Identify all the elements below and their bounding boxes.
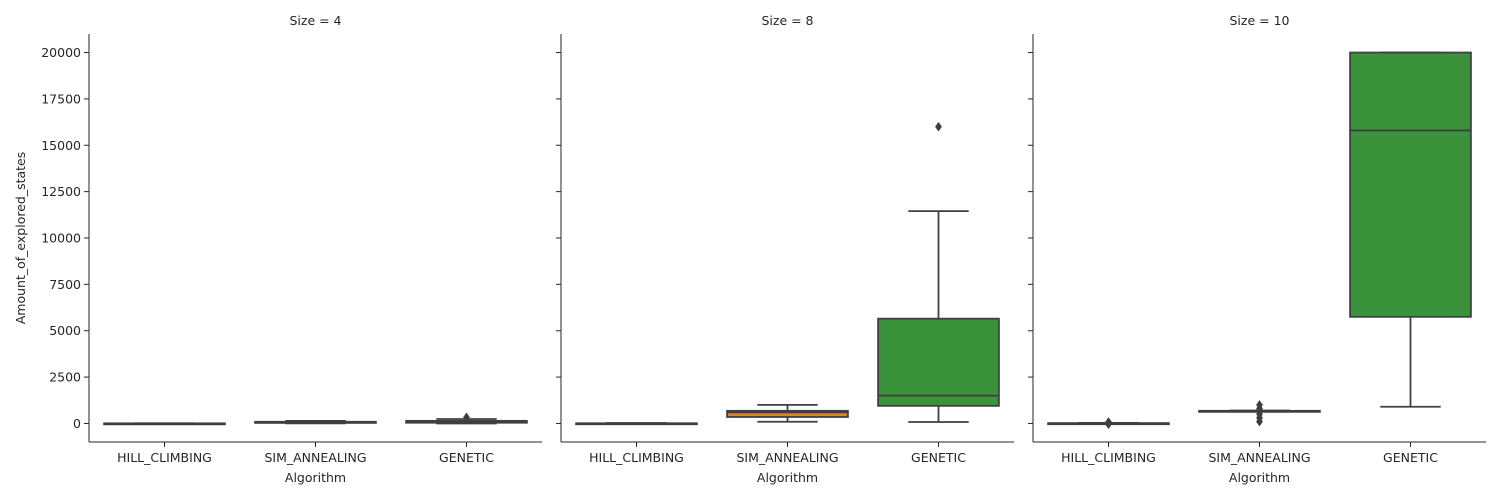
x-axis-label: Algorithm xyxy=(285,470,346,485)
y-tick-label: 15000 xyxy=(41,138,81,153)
y-tick-label: 5000 xyxy=(49,323,81,338)
box-genetic xyxy=(405,412,528,425)
outlier-point xyxy=(1256,399,1263,410)
y-tick-label: 0 xyxy=(73,416,81,431)
y-tick-label: 12500 xyxy=(41,184,81,199)
x-tick-label: SIM_ANNEALING xyxy=(264,450,366,465)
box-sim-annealing xyxy=(726,404,849,423)
outlier-point xyxy=(935,121,942,132)
x-tick-label: SIM_ANNEALING xyxy=(1208,450,1310,465)
x-tick-label: GENETIC xyxy=(439,450,494,465)
x-tick-label: HILL_CLIMBING xyxy=(1061,450,1156,465)
box-genetic xyxy=(877,121,1000,423)
facet-panel-size-10: Size = 10 HILL_CLIMBING SIM_ANNEALING GENET… xyxy=(1028,13,1486,485)
panel-title: Size = 4 xyxy=(289,13,341,28)
x-tick-label: SIM_ANNEALING xyxy=(736,450,838,465)
outlier-point xyxy=(463,412,470,423)
y-tick-label: 10000 xyxy=(41,231,81,246)
box-iqr xyxy=(877,317,1000,407)
box-sim-annealing xyxy=(254,419,377,425)
x-tick-label: HILL_CLIMBING xyxy=(117,450,212,465)
y-tick-label: 2500 xyxy=(49,370,81,385)
box-sim-annealing xyxy=(1198,399,1321,427)
facet-panel-size-8: Size = 8 HILL_CLIMBING SIM_ANNEALING GENETI… xyxy=(556,13,1014,485)
y-tick-label: 17500 xyxy=(41,91,81,106)
outlier-point xyxy=(1256,409,1263,420)
y-axis-label: Amount_of_explored_states xyxy=(13,152,28,325)
x-tick-label: GENETIC xyxy=(1383,450,1438,465)
y-tick-label: 20000 xyxy=(41,45,81,60)
box-hill-climbing xyxy=(1047,417,1170,430)
box-iqr xyxy=(1349,51,1472,318)
facet-panel-size-4: Size = 4 0 2500 5000 7500 10000 12500 15000 1750… xyxy=(41,13,542,485)
box-genetic xyxy=(1349,51,1472,408)
panel-title: Size = 10 xyxy=(1230,13,1290,28)
x-axis-label: Algorithm xyxy=(757,470,818,485)
x-tick-label: HILL_CLIMBING xyxy=(589,450,684,465)
facet-panels: Size = 4 0 2500 5000 7500 10000 12500 15000 1750… xyxy=(41,13,1486,485)
box-hill-climbing xyxy=(575,422,698,426)
panel-title: Size = 8 xyxy=(761,13,813,28)
outlier-point xyxy=(1105,417,1112,427)
box-iqr xyxy=(726,409,849,418)
x-axis-label: Algorithm xyxy=(1229,470,1290,485)
y-tick-label: 7500 xyxy=(49,277,81,292)
x-tick-label: GENETIC xyxy=(911,450,966,465)
box-hill-climbing xyxy=(103,422,226,426)
